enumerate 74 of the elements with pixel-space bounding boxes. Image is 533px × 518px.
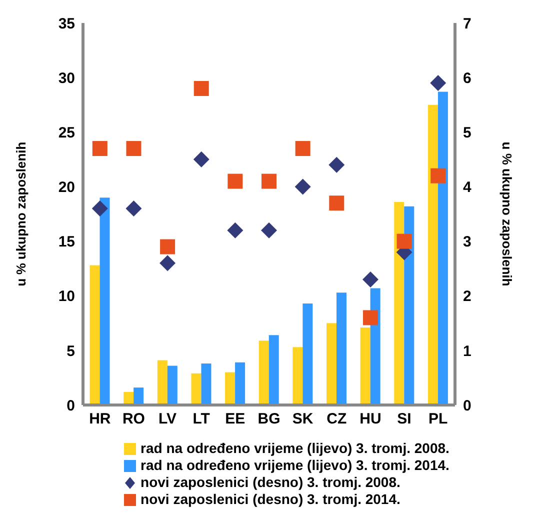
y2-tick-label: 1 [463,342,472,360]
point [92,141,108,156]
y2-tick-label: 7 [463,15,472,32]
point [362,271,378,288]
point [328,156,345,173]
y2-tick-label: 0 [463,397,472,414]
y-tick-label: 25 [58,124,75,142]
bar [302,303,313,405]
bar [428,104,438,405]
x-tick-label: BG [258,410,280,428]
point [193,151,210,168]
point [160,255,176,272]
x-tick-label: LT [192,410,210,428]
point [228,174,243,189]
point [396,234,412,249]
x-tick-label: PL [428,410,448,428]
point [126,141,142,156]
point [430,168,446,184]
bar [100,198,110,405]
x-tick-label: RO [122,410,146,428]
y-axis-title: u % ukupno zaposlenih [14,142,29,286]
bar [201,364,212,405]
y2-tick-label: 2 [463,288,472,306]
bar [438,92,448,405]
point [126,200,142,217]
x-tick-label: CZ [326,410,347,428]
bar [360,328,370,405]
y2-tick-label: 5 [463,124,472,142]
y2-tick-label: 3 [463,234,472,251]
bar [235,362,246,405]
bar [326,323,336,405]
legend-label: rad na određeno vrijeme (lijevo) 3. tromj. 2014. [140,457,450,474]
point [261,222,277,238]
bar [268,335,279,405]
legend-label: novi zaposlenici (desno) 3. tromj. 2014. [140,491,400,508]
point [92,200,108,217]
point [194,80,209,96]
point [227,222,244,238]
y-tick-label: 30 [58,70,75,87]
bar [394,202,404,405]
y-tick-label: 20 [58,179,75,196]
y-tick-label: 10 [58,288,75,306]
bar [404,206,414,405]
bar [258,340,269,405]
bar [292,347,303,405]
bar [90,265,100,405]
y2-axis-title: u % ukupno zaposlenih [499,142,514,286]
y-tick-label: 0 [66,397,75,414]
legend-label: novi zaposlenici (desno) 3. tromj. 2008. [140,474,400,491]
x-tick-label: EE [225,410,246,428]
bar [134,388,144,405]
x-tick-label: HU [360,410,382,428]
y2-tick-label: 6 [463,70,472,87]
point [160,239,176,254]
y2-tick-label: 4 [463,179,472,196]
x-tick-label: LV [158,410,177,428]
point [294,178,311,195]
bar [191,373,202,405]
y-tick-label: 35 [58,15,75,32]
bar [225,372,236,405]
bar [336,292,346,405]
y-tick-label: 15 [58,234,75,251]
x-tick-label: SK [292,410,314,428]
bar [157,360,168,405]
point [295,141,310,156]
point [329,196,344,211]
point [262,174,276,189]
x-tick-label: SI [397,410,412,428]
point [430,75,446,92]
x-tick-label: HR [89,410,111,428]
y-tick-label: 5 [66,342,75,360]
bar [167,366,178,405]
point [362,310,378,326]
legend-label: rad na određeno vrijeme (lijevo) 3. tromj. 2008. [140,440,450,457]
